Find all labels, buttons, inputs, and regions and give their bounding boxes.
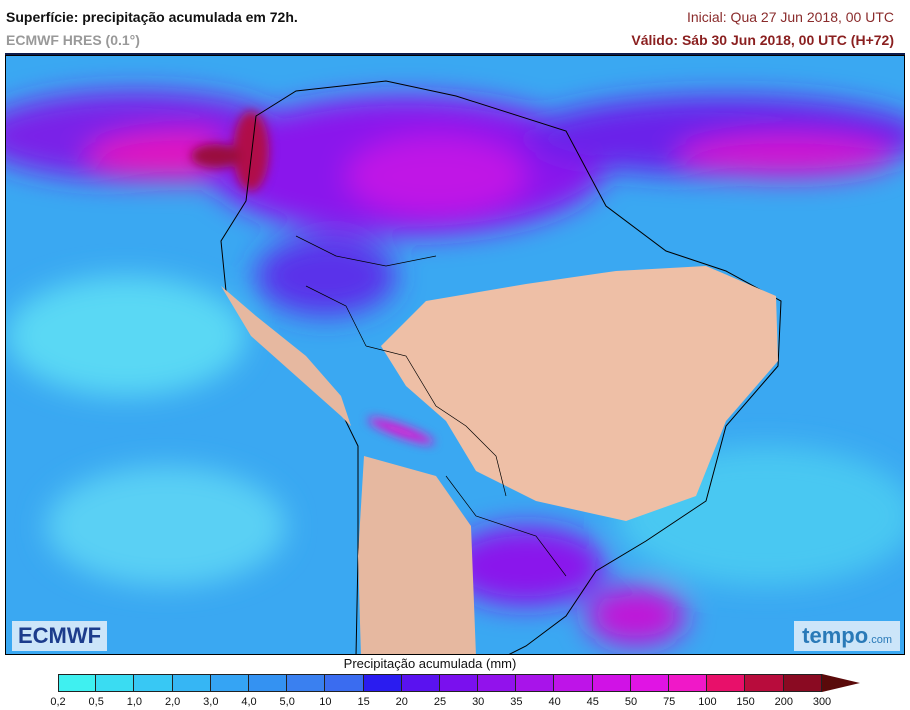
legend-tick-label: 20 <box>395 696 408 708</box>
legend-tick-label: 100 <box>698 696 717 708</box>
legend-tick-label: 150 <box>736 696 755 708</box>
legend-swatch <box>401 674 440 692</box>
legend-swatch <box>210 674 249 692</box>
initial-time: Inicial: Qua 27 Jun 2018, 00 UTC <box>686 9 894 25</box>
legend-tick-label: 45 <box>586 696 599 708</box>
legend-swatch <box>783 674 822 692</box>
legend-swatch <box>363 674 402 692</box>
precip-field <box>6 91 904 646</box>
legend-swatch <box>439 674 479 692</box>
legend-tick-label: 25 <box>433 696 447 708</box>
legend-tick-label: 35 <box>510 696 523 708</box>
legend-tick-label: 300 <box>812 696 832 708</box>
legend-swatch <box>745 674 784 692</box>
legend-tick-label: 0,2 <box>50 696 66 708</box>
legend-swatch <box>248 674 288 692</box>
legend-swatch <box>630 674 669 692</box>
legend-swatch <box>669 674 708 692</box>
country-borders <box>295 235 567 577</box>
model-label: ECMWF HRES (0.1°) <box>6 32 140 48</box>
legend-swatch <box>478 674 517 692</box>
legend-colorbar <box>58 674 822 692</box>
legend-swatch <box>554 674 593 692</box>
map-graphic <box>6 56 904 654</box>
legend-tick-label: 0,5 <box>88 696 104 708</box>
legend-swatch <box>325 674 364 692</box>
legend-swatch <box>172 674 211 692</box>
legend-swatch <box>516 674 555 692</box>
legend-swatch <box>287 674 326 692</box>
legend-tick-label: 3,0 <box>203 696 219 708</box>
legend-tick-label: 15 <box>357 696 370 708</box>
header-divider <box>5 53 905 55</box>
dry-region <box>381 266 778 521</box>
legend-tick-label: 50 <box>624 696 638 708</box>
tempo-logo-text: tempo <box>802 623 869 648</box>
legend-tick-label: 10 <box>319 696 332 708</box>
legend-tick-label: 4,0 <box>241 696 257 708</box>
tempo-logo: tempo.com <box>794 621 900 651</box>
legend-overflow-arrow <box>822 674 860 692</box>
legend-swatch <box>58 674 97 692</box>
legend-swatch <box>707 674 746 692</box>
legend-tick-label: 1,0 <box>126 696 143 708</box>
legend-tick-label: 200 <box>774 696 793 708</box>
tempo-logo-suffix: .com <box>868 634 892 646</box>
legend-title: Precipitação acumulada (mm) <box>343 656 517 671</box>
legend-swatch <box>96 674 135 692</box>
andes-dry-region <box>358 456 476 654</box>
legend-tick-label: 40 <box>548 696 561 708</box>
legend-tick-label: 30 <box>472 696 485 708</box>
peru-coast-dry <box>221 286 351 426</box>
ecmwf-logo: ECMWF <box>12 621 108 651</box>
legend-tick-label: 75 <box>663 696 676 708</box>
legend-tick-label: 2,0 <box>164 696 181 708</box>
map-title: Superfície: precipitação acumulada em 72… <box>6 9 298 25</box>
legend-swatch <box>134 674 173 692</box>
legend-tick-label: 5,0 <box>279 696 295 708</box>
legend-swatch <box>592 674 631 692</box>
valid-time: Válido: Sáb 30 Jun 2018, 00 UTC (H+72) <box>631 32 894 48</box>
precipitation-map: ECMWF tempo.com <box>5 55 905 655</box>
